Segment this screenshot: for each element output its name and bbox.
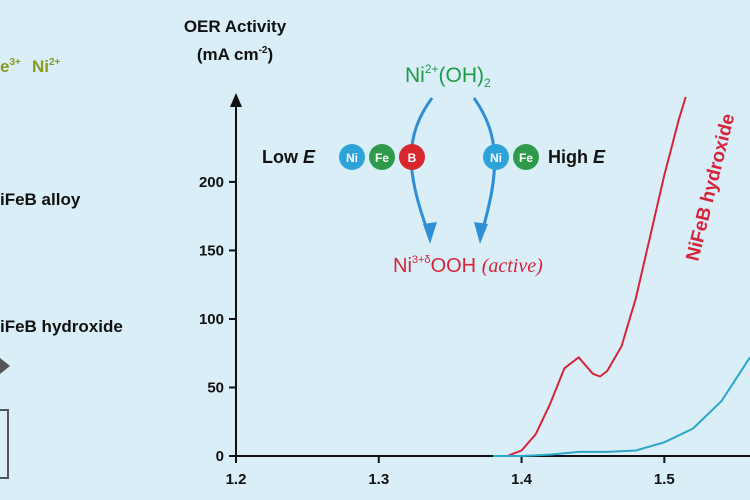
- y-tick-label: 50: [207, 379, 224, 396]
- y-tick-label: 0: [216, 448, 224, 465]
- ball-b-low: B: [399, 144, 425, 170]
- series-line-cyan: [493, 356, 750, 457]
- series-line-nifeb-hydroxide: [506, 96, 687, 457]
- y-axis-title-line1: OER Activity: [184, 17, 287, 36]
- reactant-label: Ni2+(OH)2: [405, 62, 491, 90]
- left-hydroxide-label: iFeB hydroxide: [0, 317, 123, 336]
- arrow-low-e-head-icon: [423, 222, 437, 244]
- ball-ni-low: Ni: [339, 144, 365, 170]
- y-axis-arrow-icon: [230, 93, 242, 107]
- y-tick-label: 200: [199, 174, 224, 191]
- ball-ni-high: Ni: [483, 144, 509, 170]
- svg-text:Ni: Ni: [346, 151, 358, 165]
- low-e-label: Low E: [262, 147, 316, 167]
- arrow-high-e-head-icon: [474, 222, 488, 244]
- left-arrow-icon: [0, 358, 10, 374]
- y-axis-title-line2: (mA cm-2): [197, 45, 273, 64]
- svg-text:Fe: Fe: [375, 151, 389, 165]
- ball-fe-low: Fe: [369, 144, 395, 170]
- y-tick-label: 100: [199, 311, 224, 328]
- left-alloy-label: iFeB alloy: [0, 190, 81, 209]
- annotation-nifeb-hydroxide: NiFeB hydroxide: [682, 112, 739, 264]
- x-tick-label: 1.3: [368, 471, 389, 488]
- ball-fe-high: Fe: [513, 144, 539, 170]
- svg-text:B: B: [408, 151, 417, 165]
- left-fragment-ni: Ni2+: [32, 57, 61, 76]
- reaction-scheme: Ni2+(OH)2 Low E Ni Fe B Ni Fe High E Ni3…: [262, 62, 606, 277]
- left-box-fragment: [0, 409, 9, 479]
- x-tick-label: 1.5: [654, 471, 675, 488]
- svg-text:Fe: Fe: [519, 151, 533, 165]
- high-e-label: High E: [548, 147, 606, 167]
- product-label: Ni3+δOOH (active): [393, 254, 543, 277]
- x-tick-label: 1.4: [511, 471, 533, 488]
- left-fragment-fe: e3+: [0, 57, 21, 76]
- x-tick-label: 1.2: [226, 471, 247, 488]
- y-tick-label: 150: [199, 242, 224, 259]
- svg-text:Ni: Ni: [490, 151, 502, 165]
